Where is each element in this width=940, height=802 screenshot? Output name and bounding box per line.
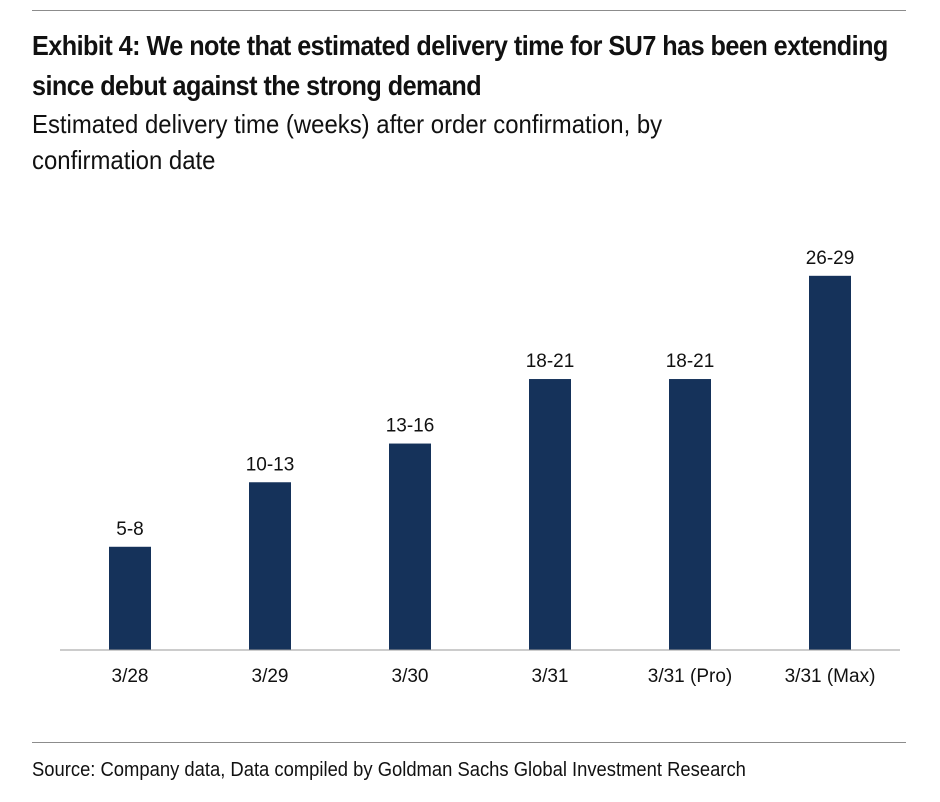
chart-subtitle: Estimated delivery time (weeks) after or… — [32, 109, 663, 175]
data-label-1: 10-13 — [246, 454, 295, 475]
bar-chart: 5-8 10-13 13-16 18-21 18-21 26-29 3/28 3/29 3/3… — [60, 248, 900, 687]
data-label-3: 18-21 — [526, 351, 575, 372]
bars-group — [109, 275, 851, 650]
x-tick-label-4: 3/31 (Pro) — [648, 666, 732, 687]
data-label-5: 26-29 — [806, 248, 855, 269]
data-label-2: 13-16 — [386, 416, 435, 437]
x-tick-label-5: 3/31 (Max) — [785, 666, 876, 687]
bar-0 — [109, 546, 151, 650]
bar-4 — [669, 379, 711, 650]
x-tick-label-3: 3/31 — [532, 666, 569, 687]
bar-5 — [809, 275, 851, 650]
x-tick-label-1: 3/29 — [252, 666, 289, 687]
x-tick-label-0: 3/28 — [112, 666, 149, 687]
top-rule — [32, 10, 906, 11]
bar-3 — [529, 379, 571, 650]
bar-1 — [249, 482, 291, 650]
source-note: Source: Company data, Data compiled by G… — [32, 759, 746, 781]
exhibit-title: Exhibit 4: We note that estimated delive… — [32, 30, 888, 101]
data-labels-group: 5-8 10-13 13-16 18-21 18-21 26-29 — [116, 248, 854, 540]
bar-2 — [389, 443, 431, 650]
data-label-4: 18-21 — [666, 351, 715, 372]
tick-labels-group: 3/28 3/29 3/30 3/31 3/31 (Pro) 3/31 (Max) — [112, 666, 876, 687]
data-label-0: 5-8 — [116, 519, 143, 540]
x-tick-label-2: 3/30 — [392, 666, 429, 687]
bottom-rule — [32, 742, 906, 743]
